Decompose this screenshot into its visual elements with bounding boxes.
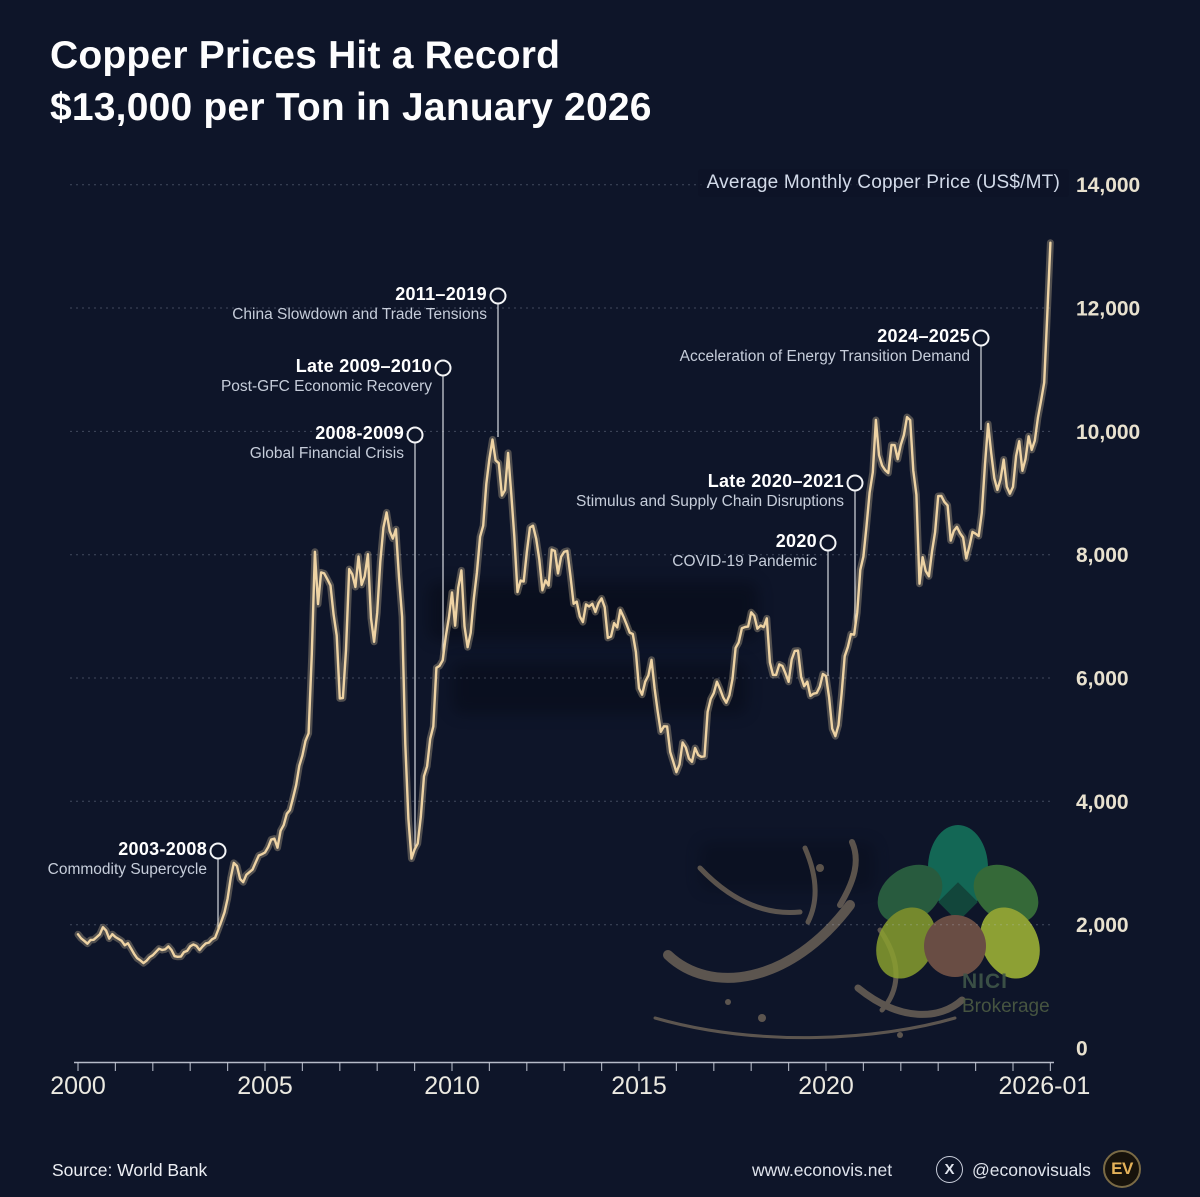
y-tick-label: 14,000	[1076, 174, 1140, 197]
annotation-description: Acceleration of Energy Transition Demand	[679, 348, 970, 365]
econovis-logo-text: EV	[1111, 1159, 1133, 1178]
nici-flower-logo	[876, 825, 1040, 979]
x-tick-label: 2000	[50, 1072, 106, 1100]
annotation-period: Late 2020–2021	[707, 471, 844, 491]
annotation-description: COVID-19 Pandemic	[672, 553, 817, 570]
social-handle: @econovisuals	[972, 1160, 1091, 1180]
y-tick-label: 8,000	[1076, 544, 1129, 567]
annotation-marker-circle	[434, 359, 452, 377]
chart-title: Copper Prices Hit a Record $13,000 per T…	[50, 30, 652, 134]
annotation-covid-pandemic: 2020 COVID-19 Pandemic	[672, 531, 817, 572]
annotation-description: Commodity Supercycle	[47, 861, 207, 878]
ghost-watermark-smudge	[452, 662, 747, 714]
y-tick-label: 10,000	[1076, 421, 1140, 444]
series-legend-label: Average Monthly Copper Price (US$/MT)	[706, 172, 1060, 193]
chart-title-line2: $13,000 per Ton in January 2026	[50, 86, 652, 129]
website-url: www.econovis.net	[752, 1160, 893, 1180]
annotation-marker-circle	[406, 426, 424, 444]
annotation-marker-circle	[209, 842, 227, 860]
annotation-energy-transition: 2024–2025 Acceleration of Energy Transit…	[680, 326, 970, 367]
source-credit: Source: World Bank	[52, 1160, 208, 1180]
x-social-icon: X	[936, 1156, 963, 1183]
series-legend: Average Monthly Copper Price (US$/MT)	[697, 169, 1069, 197]
annotation-period: 2011–2019	[395, 284, 487, 304]
annotation-period: 2020	[775, 531, 817, 551]
y-tick-label: 4,000	[1076, 791, 1129, 814]
annotation-china-slowdown: 2011–2019 China Slowdown and Trade Tensi…	[232, 284, 487, 325]
annotation-marker-circle	[972, 329, 990, 347]
annotation-commodity-supercycle: 2003-2008 Commodity Supercycle	[48, 839, 207, 880]
y-tick-label: 6,000	[1076, 668, 1129, 691]
annotation-period: 2024–2025	[877, 326, 970, 346]
annotation-description: Global Financial Crisis	[249, 445, 404, 462]
y-tick-label: 12,000	[1076, 298, 1140, 321]
y-tick-label: 2,000	[1076, 914, 1129, 937]
annotation-global-financial-crisis: 2008-2009 Global Financial Crisis	[250, 423, 404, 464]
chart-title-line1: Copper Prices Hit a Record	[50, 34, 561, 77]
watermark-brand-name: NICI	[962, 970, 1008, 993]
annotation-marker-circle	[489, 287, 507, 305]
x-tick-label: 2026-01	[999, 1072, 1091, 1100]
annotation-post-gfc-recovery: Late 2009–2010 Post-GFC Economic Recover…	[221, 356, 432, 397]
watermark-brand-subtitle: Brokerage	[962, 996, 1050, 1017]
x-tick-label: 2015	[611, 1072, 667, 1100]
x-tick-label: 2005	[237, 1072, 293, 1100]
econovis-logo: EV	[1103, 1150, 1141, 1188]
ghost-watermark-smudge	[428, 582, 758, 640]
copper-price-line	[76, 241, 1052, 965]
x-tick-label: 2020	[798, 1072, 854, 1100]
y-tick-label: 0	[1076, 1038, 1088, 1061]
annotation-period: Late 2009–2010	[295, 356, 432, 376]
annotation-description: Stimulus and Supply Chain Disruptions	[576, 493, 844, 510]
annotation-period: 2008-2009	[315, 423, 404, 443]
annotation-marker-circle	[846, 474, 864, 492]
x-tick-label: 2010	[424, 1072, 480, 1100]
annotation-stimulus-supply-chain: Late 2020–2021 Stimulus and Supply Chain…	[576, 471, 844, 512]
annotation-period: 2003-2008	[118, 839, 207, 859]
ghost-watermark-smudge	[700, 842, 875, 890]
annotation-marker-circle	[819, 534, 837, 552]
persian-calligraphy	[653, 839, 966, 1040]
x-icon: X	[944, 1161, 955, 1178]
annotation-description: China Slowdown and Trade Tensions	[232, 306, 487, 323]
annotation-description: Post-GFC Economic Recovery	[220, 378, 432, 395]
